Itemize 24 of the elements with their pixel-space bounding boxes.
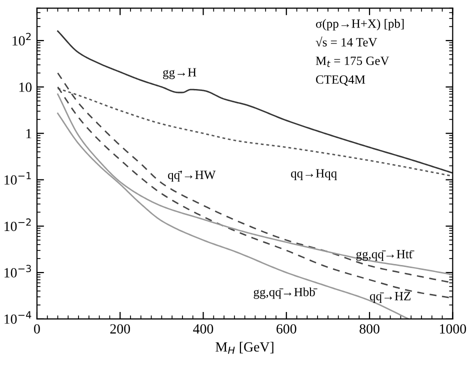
x-tick-label: 0 — [34, 324, 40, 334]
series-label: qq̄'→HW — [168, 170, 216, 182]
series-label: qq̄→HZ — [370, 292, 410, 303]
annotation: √s = 14 TeV — [316, 36, 378, 47]
series-label: gg→H — [163, 68, 196, 80]
annotation: CTEQ4M — [316, 75, 366, 86]
y-tick-label: 10$^{2}$ — [12, 32, 31, 46]
x-tick-label: 200 — [110, 324, 130, 334]
y-tick-label: 1 — [26, 129, 32, 138]
x-tick-label: 600 — [276, 324, 296, 334]
x-tick-label: 800 — [360, 324, 380, 334]
y-tick-label: 10$^{−3}$ — [4, 264, 31, 278]
x-tick-label: 400 — [193, 324, 214, 334]
series-label: qq→Hqq — [291, 169, 337, 180]
y-tick-label: 10$^{−1}$ — [4, 172, 31, 185]
annotation: σ(pp→H+X) [pb] — [316, 19, 404, 30]
series-label: gg,qq̄→Htt̄ — [356, 250, 414, 261]
y-tick-label: 10$^{−2}$ — [4, 218, 31, 232]
x-axis-title: M$_{H}$ [GeV] — [216, 342, 274, 354]
x-tick-label: 1000 — [440, 324, 466, 334]
series-label: gg,qq̄→Hbb̄ — [254, 287, 318, 299]
y-tick-label: 10$^{−4}$ — [4, 311, 32, 324]
y-tick-label: 10 — [19, 82, 32, 92]
annotation: M$_{t}$ = 175 GeV — [316, 56, 390, 67]
